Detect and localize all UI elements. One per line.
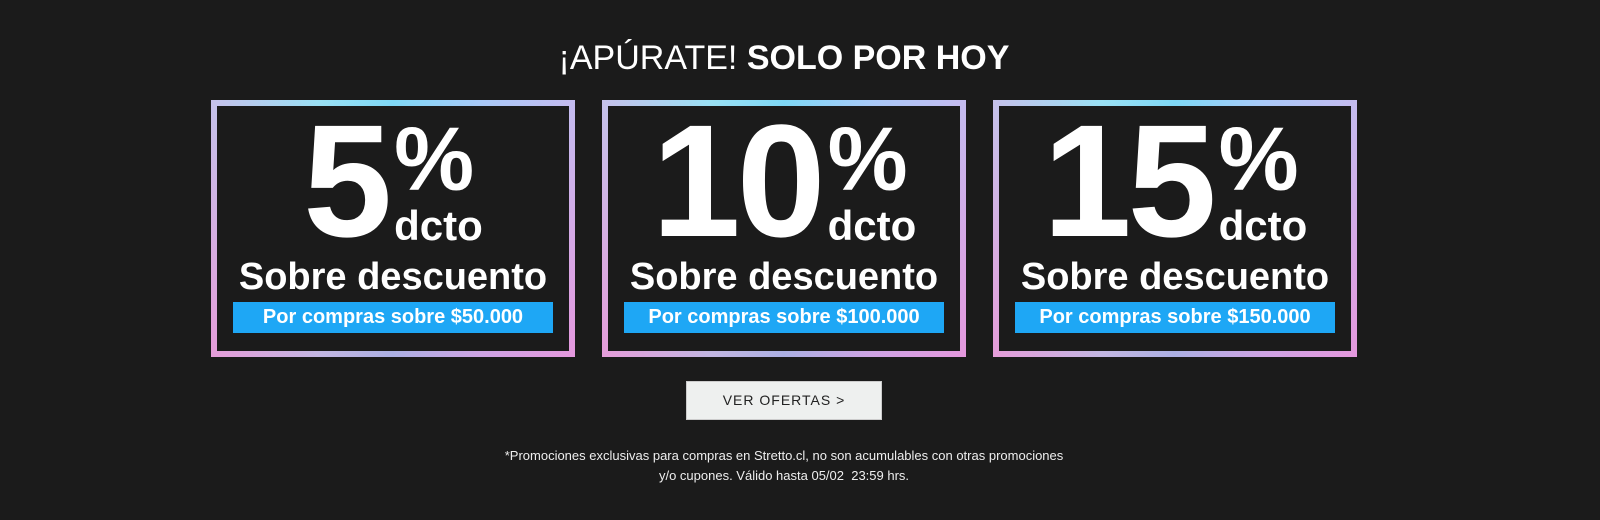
disclaimer-line-1: *Promociones exclusivas para compras en … [504, 448, 1064, 463]
offer-condition: Por compras sobre $50.000 [233, 302, 553, 333]
percent-sign: % [827, 110, 908, 210]
offer-card-5: 5 % dcto Sobre descuento Por compras sob… [211, 100, 575, 357]
discount-suffix: % dcto [827, 110, 917, 256]
offer-condition: Por compras sobre $150.000 [1015, 302, 1335, 333]
disclaimer-line-2: y/o cupones. Válido hasta 05/02 23:59 hr… [658, 468, 910, 483]
discount-row: 15 % dcto [999, 106, 1351, 270]
percent-sign: % [1218, 110, 1299, 210]
percent-sign: % [394, 110, 475, 210]
discount-value: 15 [1042, 106, 1217, 270]
discount-unit: dcto [1218, 202, 1308, 249]
promo-title: ¡APÚRATE! SOLO POR HOY [0, 36, 1568, 80]
offer-headline: Sobre descuento [238, 256, 548, 298]
title-bold: SOLO POR HOY [746, 39, 1010, 77]
discount-value: 10 [651, 106, 826, 270]
offer-headline: Sobre descuento [1020, 256, 1330, 298]
view-offers-button[interactable]: VER OFERTAS > [686, 381, 882, 420]
offer-condition: Por compras sobre $100.000 [624, 302, 944, 333]
offer-card-15: 15 % dcto Sobre descuento Por compras so… [993, 100, 1357, 357]
offer-card-10: 10 % dcto Sobre descuento Por compras so… [602, 100, 966, 357]
discount-unit: dcto [827, 202, 917, 249]
discount-suffix: % dcto [394, 110, 483, 256]
disclaimer: *Promociones exclusivas para compras en … [0, 446, 1568, 486]
offer-headline: Sobre descuento [629, 256, 939, 298]
discount-unit: dcto [394, 202, 483, 249]
title-light: ¡APÚRATE! [558, 39, 738, 77]
discount-suffix: % dcto [1218, 110, 1308, 256]
discount-row: 10 % dcto [608, 106, 960, 270]
discount-value: 5 [303, 106, 392, 270]
discount-row: 5 % dcto [217, 106, 569, 270]
